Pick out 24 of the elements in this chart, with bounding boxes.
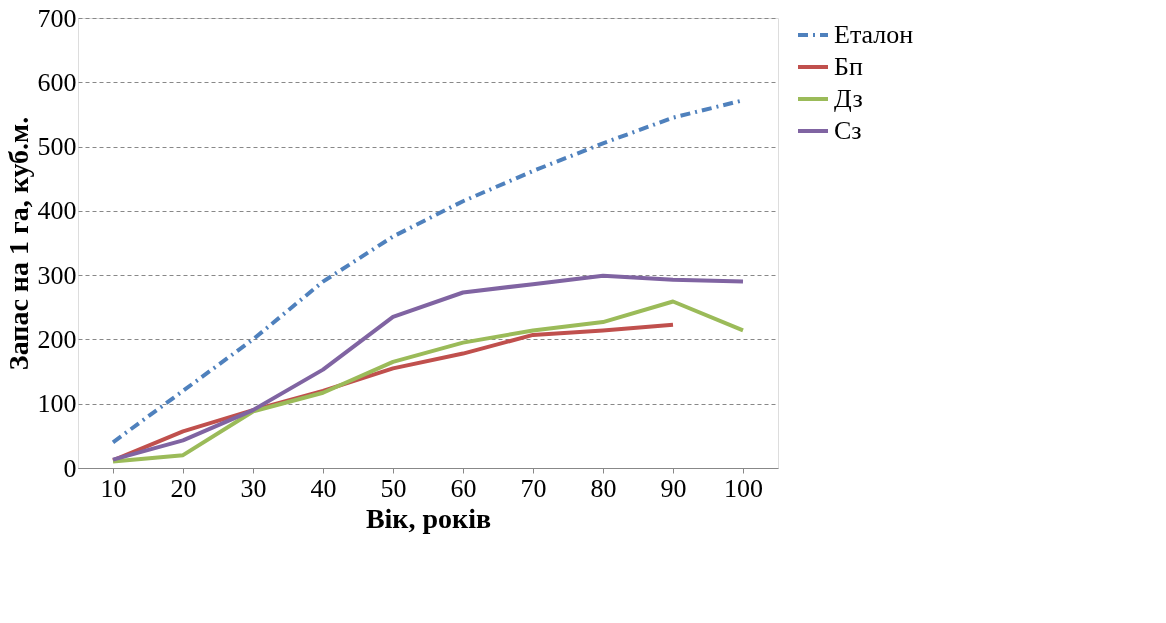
x-tick-label: 20 — [170, 473, 197, 503]
y-tick-label: 300 — [37, 260, 77, 290]
x-axis-title: Вік, років — [365, 502, 492, 534]
legend-label: Бп — [834, 52, 863, 81]
x-tick-label: 90 — [660, 473, 687, 503]
y-tick-label: 700 — [37, 3, 77, 33]
x-tick-label: 10 — [100, 473, 127, 503]
x-tick-label: 30 — [240, 473, 267, 503]
legend-label: Дз — [834, 84, 863, 113]
y-tick-label: 0 — [63, 453, 77, 483]
y-tick-label: 500 — [37, 132, 77, 162]
y-tick-label: 200 — [37, 324, 77, 354]
y-tick-label: 400 — [37, 196, 77, 226]
legend-label: Еталон — [834, 20, 914, 49]
x-tick-label: 100 — [724, 473, 763, 503]
x-tick-label: 50 — [380, 473, 407, 503]
y-tick-label: 600 — [37, 67, 77, 97]
legend-label: Сз — [834, 116, 862, 145]
y-axis-title: Запас на 1 га, куб.м. — [2, 116, 34, 371]
x-tick-label: 60 — [450, 473, 477, 503]
y-tick-label: 100 — [37, 389, 77, 419]
x-tick-label: 40 — [310, 473, 337, 503]
x-tick-label: 70 — [520, 473, 547, 503]
x-tick-label: 80 — [590, 473, 617, 503]
